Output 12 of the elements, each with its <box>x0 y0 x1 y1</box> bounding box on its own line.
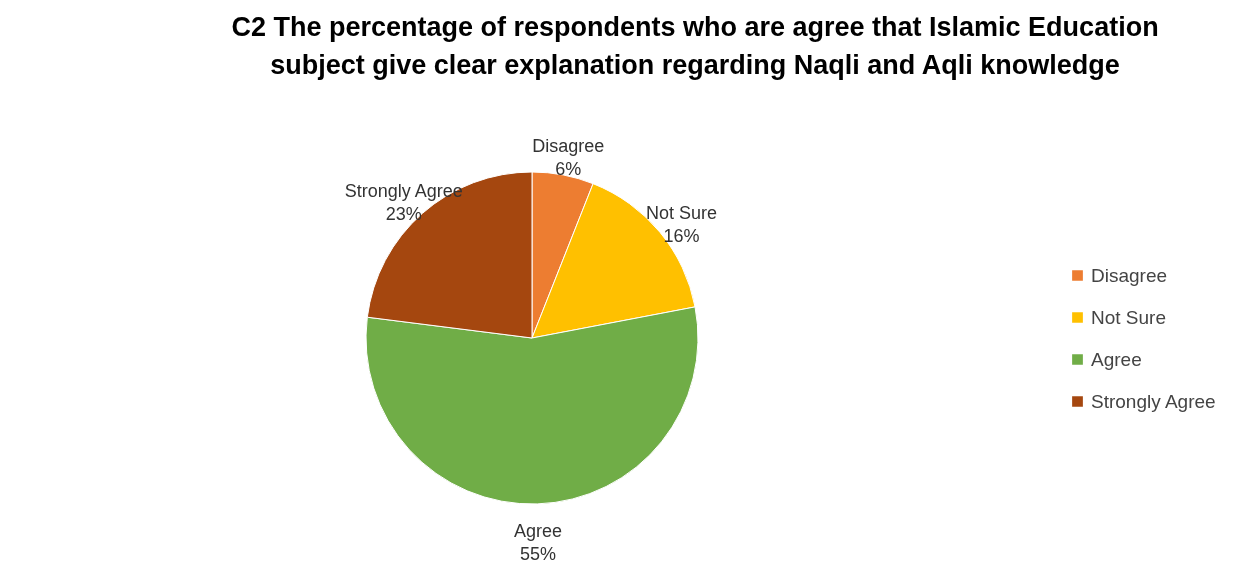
data-label: 16% <box>663 226 700 247</box>
legend-label: Agree <box>1091 348 1142 370</box>
slice-label: Disagree <box>532 136 605 157</box>
legend-label: Strongly Agree <box>1091 390 1216 412</box>
data-label: 55% <box>520 543 557 564</box>
slice-label: Not Sure <box>645 203 717 224</box>
data-label: 6% <box>555 159 582 180</box>
legend-label: Not Sure <box>1091 306 1166 328</box>
data-label: 23% <box>385 204 422 225</box>
slice-label: Agree <box>514 520 563 541</box>
legend-label: Disagree <box>1091 264 1168 286</box>
chart-title: C2 The percentage of respondents who are agree that Islamic Education subject give clear explanation regarding Naqli and Aqli knowledge <box>231 12 1159 80</box>
